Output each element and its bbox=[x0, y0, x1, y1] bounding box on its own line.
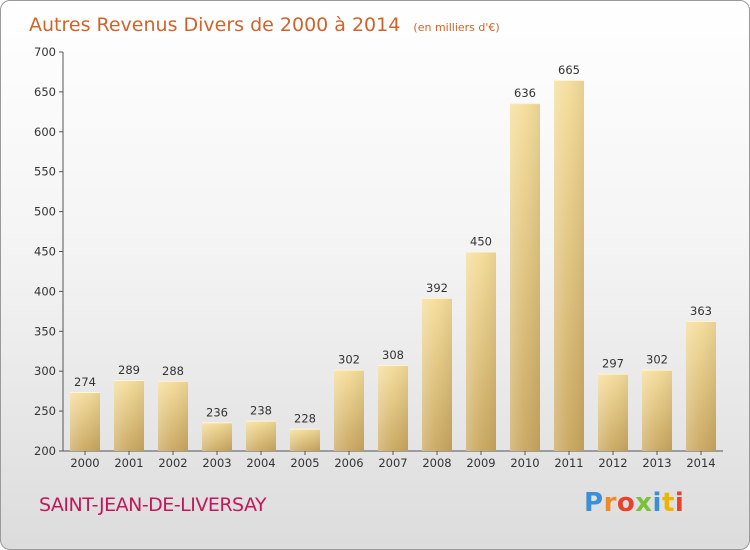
x-tick-label: 2001 bbox=[114, 456, 143, 470]
x-tick-label: 2011 bbox=[554, 456, 583, 470]
bar-shade bbox=[642, 369, 672, 451]
y-tick-label: 400 bbox=[34, 284, 56, 298]
bar-shade bbox=[290, 428, 320, 451]
svg-text:Autres Revenus Divers de 2000: Autres Revenus Divers de 2000 à 2014 (en… bbox=[29, 14, 500, 36]
logo-letter: t bbox=[661, 488, 675, 518]
bar-shade bbox=[422, 297, 452, 451]
bar-shade bbox=[598, 373, 628, 451]
bar-shade bbox=[202, 422, 232, 451]
x-tick-label: 2002 bbox=[158, 456, 187, 470]
value-label: 238 bbox=[250, 404, 272, 418]
x-tick-label: 2008 bbox=[422, 456, 451, 470]
value-label: 302 bbox=[338, 353, 360, 367]
logo-letter: i bbox=[652, 488, 662, 518]
bar-shade bbox=[70, 391, 100, 451]
value-label: 288 bbox=[162, 364, 184, 378]
value-label: 302 bbox=[646, 353, 668, 367]
bar-shade bbox=[158, 380, 188, 451]
value-label: 392 bbox=[426, 281, 448, 295]
logo-letter: P bbox=[584, 488, 604, 518]
bar-shade bbox=[686, 320, 716, 451]
value-label: 636 bbox=[514, 86, 536, 100]
bar-shade bbox=[334, 369, 364, 451]
x-tick-label: 2003 bbox=[202, 456, 231, 470]
y-tick-label: 250 bbox=[34, 404, 56, 418]
logo-letter: i bbox=[674, 488, 685, 518]
x-tick-label: 2006 bbox=[334, 456, 363, 470]
value-label: 274 bbox=[74, 375, 96, 389]
value-label: 289 bbox=[118, 363, 140, 377]
bar-shade bbox=[510, 103, 540, 452]
x-tick-label: 2000 bbox=[70, 456, 99, 470]
chart-subtitle: (en milliers d'€) bbox=[413, 21, 499, 34]
bar-shade bbox=[378, 364, 408, 451]
value-label: 363 bbox=[690, 304, 712, 318]
bar-shade bbox=[466, 251, 496, 451]
value-label: 450 bbox=[470, 235, 492, 249]
chart-title: Autres Revenus Divers de 2000 à 2014 bbox=[29, 14, 400, 36]
x-tick-label: 2014 bbox=[686, 456, 715, 470]
logo-letter: x bbox=[635, 488, 653, 518]
y-tick-label: 200 bbox=[34, 444, 56, 458]
y-tick-label: 550 bbox=[34, 165, 56, 179]
x-tick-label: 2010 bbox=[510, 456, 539, 470]
x-tick-label: 2009 bbox=[466, 456, 495, 470]
x-tick-label: 2004 bbox=[246, 456, 275, 470]
bar-shade bbox=[114, 379, 144, 451]
value-label: 665 bbox=[558, 63, 580, 77]
logo-letter: o bbox=[616, 488, 636, 518]
value-label: 308 bbox=[382, 348, 404, 362]
logo-letter: r bbox=[603, 488, 617, 518]
axes: 200 250 300 350 400 450 500 550 600 650 700 2000 200… bbox=[34, 45, 723, 470]
value-label: 228 bbox=[294, 412, 316, 426]
bar-shade bbox=[554, 79, 584, 452]
value-label: 297 bbox=[602, 357, 624, 371]
x-tick-label: 2007 bbox=[378, 456, 407, 470]
x-tick-label: 2012 bbox=[598, 456, 627, 470]
x-tick-label: 2013 bbox=[642, 456, 671, 470]
y-tick-label: 600 bbox=[34, 125, 56, 139]
bar-shade bbox=[246, 420, 276, 451]
y-tick-label: 450 bbox=[34, 245, 56, 259]
proxiti-logo: Proxiti bbox=[584, 488, 684, 518]
bars: 274 289 288 236 238 228 302 308 392 450 636 665 297 3… bbox=[70, 63, 716, 452]
x-tick-label: 2005 bbox=[290, 456, 319, 470]
y-tick-label: 700 bbox=[34, 45, 56, 59]
value-label: 236 bbox=[206, 405, 228, 419]
city-label: SAINT-JEAN-DE-LIVERSAY bbox=[39, 494, 267, 516]
y-tick-label: 650 bbox=[34, 85, 56, 99]
y-tick-label: 350 bbox=[34, 324, 56, 338]
y-tick-label: 500 bbox=[34, 205, 56, 219]
y-tick-label: 300 bbox=[34, 364, 56, 378]
